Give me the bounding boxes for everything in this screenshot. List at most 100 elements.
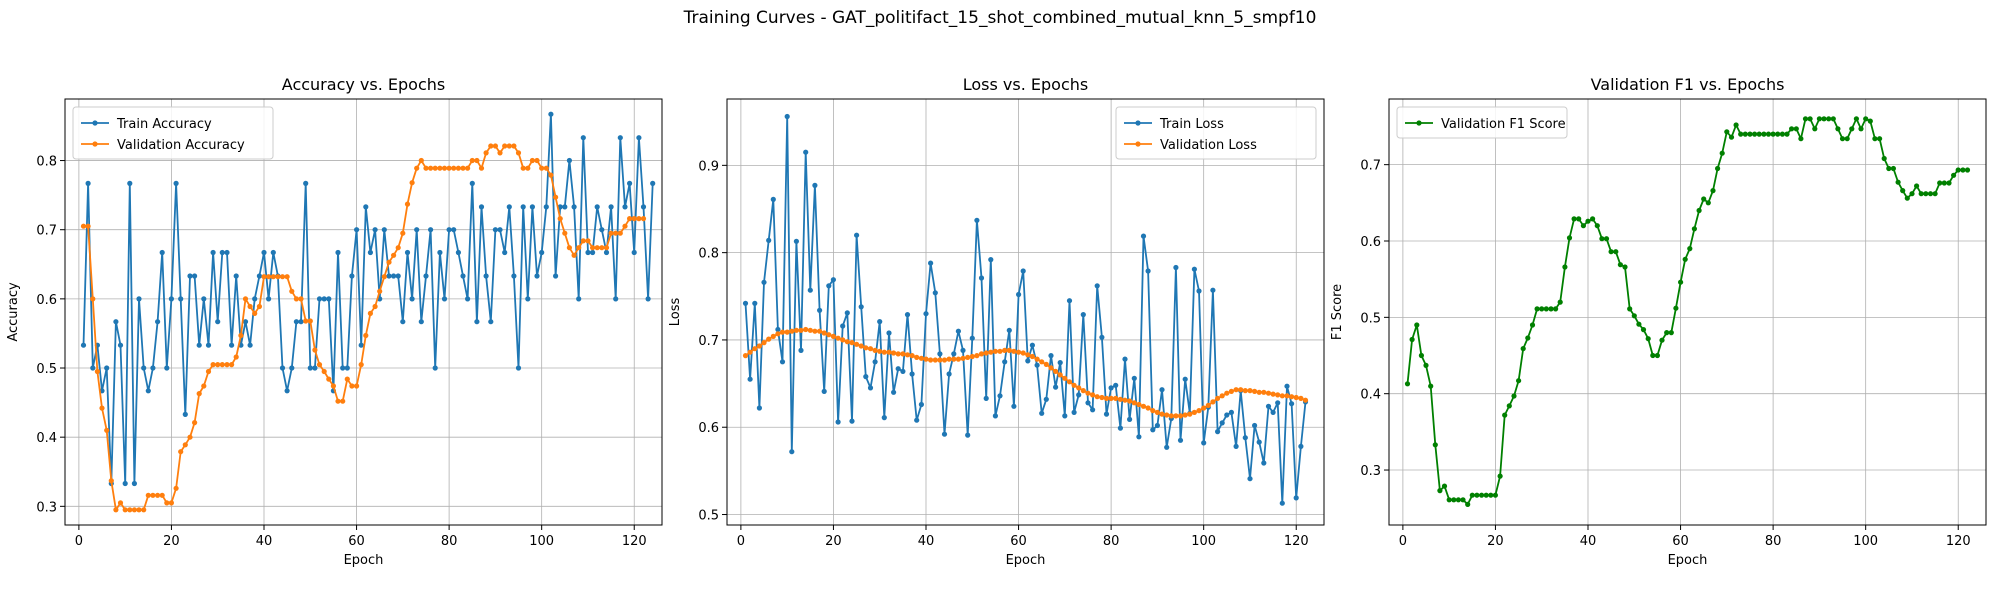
data-point [414, 227, 420, 233]
data-point [1215, 429, 1221, 435]
data-point [432, 165, 438, 171]
data-point [858, 304, 864, 310]
legend-box [1115, 106, 1317, 160]
data-point [1502, 412, 1508, 418]
data-point [275, 274, 281, 280]
axes-frame [1388, 98, 1987, 526]
data-point [238, 332, 244, 339]
data-point [520, 204, 526, 210]
data-point [409, 296, 415, 302]
legend: Train Loss Validation Loss [1115, 106, 1317, 160]
data-point [742, 353, 749, 359]
x-tick-label: 80 [1103, 534, 1120, 549]
data-point [261, 249, 267, 256]
x-tick-label: 60 [1672, 534, 1689, 549]
data-point [1812, 126, 1818, 132]
data-point [900, 351, 906, 357]
data-point [326, 376, 332, 382]
data-point [1678, 279, 1684, 285]
data-point [242, 296, 249, 302]
data-point [127, 180, 133, 186]
data-point [914, 354, 920, 360]
data-point [909, 353, 915, 359]
x-tick-label: 100 [1191, 534, 1216, 549]
data-point [1469, 492, 1475, 498]
data-point [252, 310, 258, 316]
data-point [1613, 249, 1619, 255]
data-point [437, 249, 443, 256]
data-point [284, 388, 290, 394]
data-point [117, 342, 124, 348]
data-point [988, 349, 994, 355]
data-point [298, 319, 304, 325]
data-point [511, 273, 517, 279]
data-point [784, 113, 790, 120]
data-point [386, 259, 392, 265]
data-point [1071, 382, 1077, 388]
data-point [1224, 390, 1230, 396]
data-point [1937, 180, 1943, 186]
data-point [1136, 434, 1142, 440]
data-point [603, 249, 610, 256]
data-point [182, 411, 188, 417]
data-point [1196, 288, 1202, 294]
data-point [969, 353, 975, 360]
y-tick-label: 0.6 [698, 421, 719, 436]
data-point [594, 245, 600, 251]
legend-marker-2 [92, 141, 98, 147]
data-point [1701, 196, 1707, 202]
data-point [608, 204, 614, 210]
data-point [1423, 362, 1429, 368]
data-point [900, 368, 906, 374]
data-point [455, 249, 461, 256]
y-tick-label: 0.3 [36, 500, 57, 515]
data-point [423, 165, 429, 171]
data-point [1173, 413, 1179, 419]
data-point [1201, 405, 1207, 411]
data-point [1108, 385, 1114, 391]
data-point [1173, 264, 1179, 271]
data-point [974, 353, 980, 359]
data-point [1923, 191, 1929, 197]
y-tick-label: 0.3 [1360, 464, 1381, 479]
data-point [94, 368, 100, 375]
y-tick-label: 0.5 [1360, 311, 1381, 326]
data-point [1414, 322, 1420, 328]
data-point [478, 204, 485, 210]
data-point [1590, 216, 1596, 222]
series-markers-2 [742, 326, 1309, 419]
data-point [1784, 131, 1790, 137]
data-point [168, 500, 174, 506]
data-point [492, 227, 498, 233]
y-axis-label: Loss [668, 298, 683, 327]
data-point [941, 431, 948, 437]
data-point [1191, 409, 1197, 415]
data-point [1534, 306, 1540, 312]
data-point [988, 257, 994, 263]
data-point [155, 319, 161, 325]
data-point [640, 204, 647, 210]
data-point [529, 157, 536, 164]
series-markers-1 [742, 113, 1309, 506]
data-point [562, 204, 568, 210]
data-point [1650, 352, 1656, 359]
data-point [400, 230, 406, 236]
data-point [1099, 394, 1105, 401]
data-point [307, 318, 313, 324]
chart-title: Accuracy vs. Epochs [282, 75, 445, 94]
data-point [418, 319, 424, 325]
data-point [1779, 131, 1785, 137]
data-point [1826, 116, 1832, 122]
data-point [576, 296, 582, 302]
data-point [104, 365, 110, 371]
data-point [1275, 400, 1281, 406]
data-point [613, 230, 619, 236]
data-point [830, 333, 837, 339]
data-point [293, 296, 299, 302]
data-point [279, 274, 286, 280]
data-point [617, 230, 623, 236]
data-point [1196, 408, 1202, 414]
data-point [1284, 383, 1290, 389]
data-point [1076, 385, 1082, 391]
data-point [978, 351, 985, 357]
